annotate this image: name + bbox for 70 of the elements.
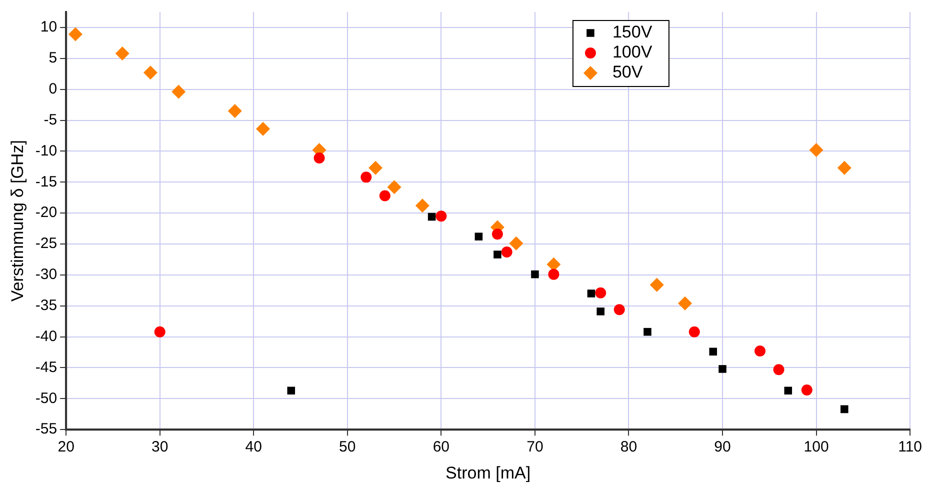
x-tick-label: 30 <box>152 438 168 456</box>
x-axis-title: Strom [mA] <box>446 463 531 482</box>
x-tick-label: 20 <box>58 438 74 456</box>
point <box>287 386 296 395</box>
point <box>754 346 766 357</box>
point <box>436 210 447 222</box>
y-tick-label: -10 <box>35 142 58 160</box>
y-axis-title: Verstimmung δ [GHz] <box>8 140 27 302</box>
x-tick-label: 70 <box>526 438 544 456</box>
x-tick-label: 60 <box>432 438 450 456</box>
point <box>360 172 372 183</box>
legend-label: 150V <box>612 22 653 42</box>
point <box>809 142 824 157</box>
point <box>840 405 848 414</box>
y-tick-label: 0 <box>48 80 58 98</box>
legend-label: 100V <box>612 42 653 62</box>
point <box>68 27 82 42</box>
x-tick-label: 50 <box>339 438 356 456</box>
y-tick-label: -15 <box>35 173 58 190</box>
point <box>379 190 390 202</box>
point <box>587 290 596 298</box>
legend-label: 50V <box>612 62 644 82</box>
point <box>773 364 784 376</box>
x-tick-label: 90 <box>714 438 731 456</box>
point <box>644 328 652 336</box>
point <box>650 278 664 292</box>
point <box>501 246 512 258</box>
y-tick-label: -5 <box>44 111 58 128</box>
point <box>595 287 606 298</box>
y-tick-label: -25 <box>35 235 58 252</box>
point <box>548 268 560 280</box>
y-tick-label: -55 <box>35 420 58 438</box>
y-tick-label: -50 <box>35 390 58 407</box>
point <box>143 66 158 80</box>
y-tick-label: -40 <box>35 328 58 345</box>
point <box>614 304 625 316</box>
point <box>546 257 561 272</box>
y-tick-label: 10 <box>40 18 58 36</box>
point <box>387 180 402 194</box>
y-tick-label: -45 <box>35 358 58 376</box>
point <box>172 84 186 99</box>
point <box>709 348 718 356</box>
point <box>837 160 852 175</box>
point <box>256 122 270 136</box>
point <box>115 46 130 60</box>
point <box>415 198 430 213</box>
x-tick-label: 80 <box>620 438 638 456</box>
point <box>688 326 700 338</box>
x-tick-label: 40 <box>245 438 262 456</box>
point <box>678 296 692 310</box>
point <box>801 384 812 396</box>
point <box>428 212 436 221</box>
point <box>718 365 726 373</box>
y-tick-label: 5 <box>48 50 58 67</box>
point <box>596 308 604 316</box>
y-tick-label: -35 <box>35 297 58 314</box>
point <box>154 326 166 338</box>
point <box>531 270 539 278</box>
point <box>492 228 503 240</box>
x-tick-label: 110 <box>898 438 922 456</box>
point <box>494 250 502 258</box>
point <box>474 232 483 240</box>
y-tick-label: -30 <box>35 266 58 284</box>
point <box>314 152 325 164</box>
point <box>228 104 242 118</box>
point <box>368 160 383 175</box>
point <box>509 236 524 250</box>
y-tick-label: -20 <box>35 204 58 222</box>
x-tick-label: 100 <box>804 438 829 456</box>
point <box>784 386 792 395</box>
